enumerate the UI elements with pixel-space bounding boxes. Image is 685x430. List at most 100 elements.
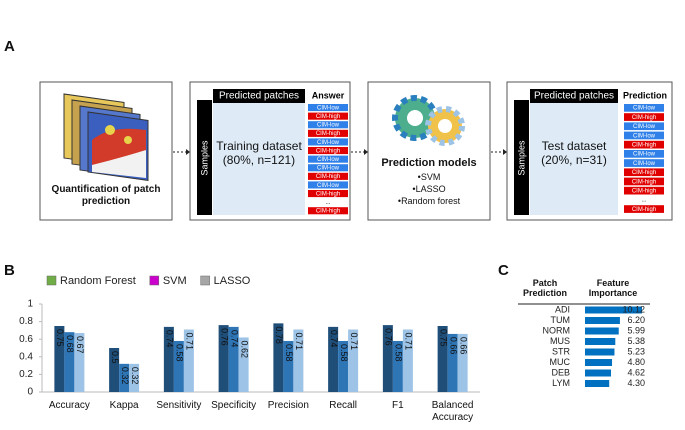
value-label: 5.99 [627, 325, 645, 335]
bar [64, 332, 75, 392]
bar [585, 327, 619, 335]
class-label: CIM-high [316, 174, 340, 180]
value-label: 0.66 [458, 337, 468, 355]
class-label: CIM-high [316, 191, 340, 197]
value-label: 5.23 [627, 346, 645, 356]
y-tick-label: 0.2 [19, 369, 33, 380]
y-tick-label: 0 [27, 387, 33, 398]
panel-label: A [4, 38, 15, 55]
bar [338, 340, 349, 392]
patch-header-bg [530, 89, 618, 103]
samples-bar [197, 100, 212, 215]
value-label: 0.58 [339, 344, 349, 362]
x-tick-label: F1 [392, 400, 404, 411]
bar [54, 326, 65, 392]
bar [173, 340, 184, 392]
row-label: DEB [551, 367, 570, 377]
bar [402, 329, 413, 392]
class-label: CIM-high [632, 207, 656, 213]
bar [183, 329, 194, 392]
class-chip [624, 131, 664, 140]
class-chip [308, 138, 348, 146]
class-chip [624, 140, 664, 149]
legend-label: LASSO [214, 275, 251, 287]
class-label: ... [641, 198, 646, 204]
image-stack [63, 93, 149, 182]
class-chip [624, 205, 664, 213]
class-label: CIM-high [316, 148, 340, 154]
bar [585, 338, 616, 345]
samples-label: Samples [516, 140, 526, 176]
y-tick-label: 1 [27, 299, 33, 310]
bar [129, 363, 140, 392]
answer-header: Answer [312, 90, 345, 100]
bar [74, 333, 85, 392]
bar [273, 323, 284, 392]
value-label: 0.32 [130, 367, 140, 385]
class-chip [308, 121, 348, 129]
legend-label: Random Forest [60, 275, 136, 287]
bar [293, 329, 304, 392]
bar [585, 348, 615, 356]
dataset-bg [530, 103, 618, 215]
class-chip [624, 150, 664, 158]
class-label: CIM-high [316, 114, 340, 120]
class-chip [624, 186, 664, 195]
legend-swatch [149, 275, 160, 286]
row-label: LYM [552, 378, 570, 388]
class-label: CIM-low [633, 133, 656, 139]
value-label: 4.80 [627, 357, 645, 367]
value-label: 0.5 [110, 351, 120, 364]
y-tick-label: 0.4 [19, 351, 33, 362]
legend-swatch [200, 275, 210, 286]
value-label: 0.76 [384, 328, 394, 346]
class-chip [308, 155, 348, 163]
class-label: CIM-high [316, 131, 340, 137]
prediction-header: Prediction [623, 90, 667, 100]
x-tick-label: Balanced Accuracy [431, 400, 474, 423]
value-label: 5.38 [627, 336, 645, 346]
value-label: 6.20 [627, 315, 645, 325]
value-label: 0.67 [75, 336, 85, 354]
x-tick-label: Specificity [211, 400, 257, 411]
value-label: 0.74 [229, 330, 239, 348]
model-item: LASSO [368, 184, 490, 194]
value-label: 4.30 [627, 378, 645, 388]
bar [228, 326, 239, 392]
bar [457, 333, 468, 392]
class-label: CIM-high [632, 188, 656, 194]
row-label: TUM [551, 315, 571, 325]
class-chip [308, 207, 348, 215]
value-label: 0.68 [65, 335, 75, 353]
value-label: 0.71 [349, 333, 359, 351]
class-chip [308, 129, 348, 137]
class-chip [308, 181, 348, 189]
patch-header-bg [213, 89, 305, 103]
samples-label: Samples [199, 140, 209, 176]
class-label: CIM-low [633, 161, 656, 167]
x-tick-label: Precision [267, 400, 309, 411]
value-label: 0.78 [274, 326, 284, 344]
patch-header: Predicted patches [534, 91, 614, 102]
class-label: CIM-low [317, 140, 340, 146]
value-label: 0.74 [329, 330, 339, 348]
arrow-heads [186, 149, 507, 155]
x-tick-label: Sensitivity [156, 400, 202, 411]
class-label: CIM-low [317, 105, 340, 111]
bar [348, 329, 359, 392]
x-tick-label: Recall [329, 400, 358, 411]
class-chip [624, 168, 664, 177]
class-chip [624, 177, 664, 186]
row-label: STR [552, 346, 571, 356]
model-item: Random forest [368, 196, 490, 206]
test-dataset: Test dataset (20%, n=31) [541, 139, 607, 167]
value-label: 0.66 [448, 337, 458, 355]
column-header: Feature Importance [588, 278, 638, 299]
value-label: 0.58 [284, 344, 294, 362]
class-chip [308, 104, 348, 112]
class-chip [308, 190, 348, 198]
value-label: 0.75 [438, 329, 448, 347]
patch-header: Predicted patches [219, 91, 299, 102]
bar [382, 325, 393, 392]
